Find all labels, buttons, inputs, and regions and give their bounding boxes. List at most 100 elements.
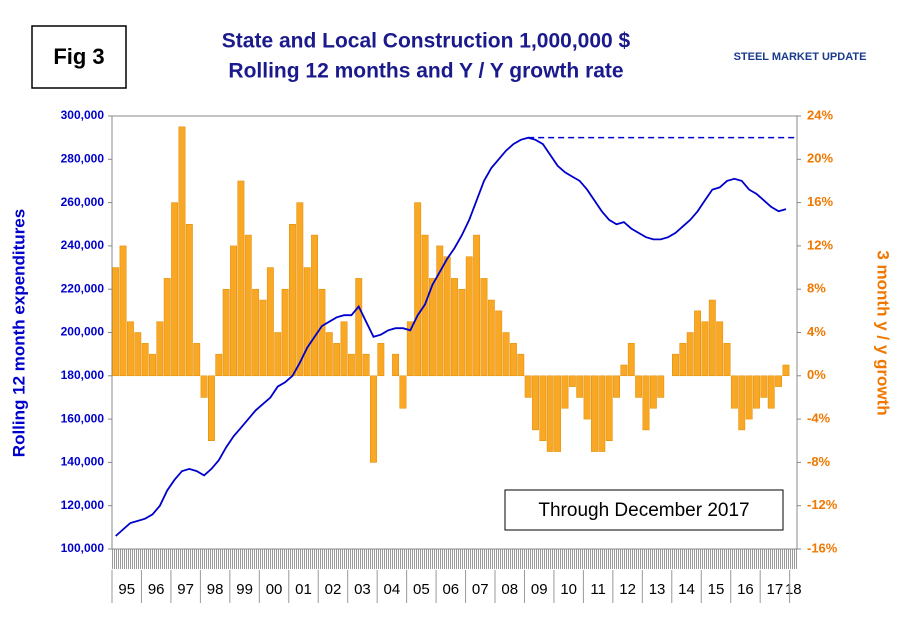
x-tick-label: 05: [413, 581, 430, 598]
bar: [539, 375, 547, 441]
bar: [657, 375, 665, 398]
x-tick-label: 09: [531, 581, 548, 598]
bar: [185, 224, 193, 377]
bar: [134, 332, 142, 377]
y2-tick-label: -16%: [807, 540, 838, 555]
chart-title: State and Local Construction 1,000,000 $: [222, 30, 631, 53]
bar: [156, 321, 164, 377]
x-tick-label: 00: [266, 581, 283, 598]
bar: [208, 375, 215, 441]
bar: [738, 375, 746, 431]
bar: [458, 288, 466, 377]
x-tick-label: 10: [560, 581, 577, 598]
bar: [296, 202, 304, 377]
y2-tick-label: 20%: [807, 151, 833, 166]
bar: [576, 375, 584, 398]
y2-tick-label: -8%: [807, 454, 831, 469]
x-tick-label: 04: [384, 581, 401, 598]
bar: [767, 375, 775, 409]
y-tick-label: 280,000: [61, 151, 105, 165]
bar: [200, 375, 208, 398]
x-tick-label: 95: [118, 581, 135, 598]
bar: [583, 375, 591, 420]
y-tick-label: 160,000: [61, 411, 105, 425]
bar: [465, 256, 473, 377]
bar: [672, 353, 679, 377]
x-tick-label: 97: [177, 581, 194, 598]
bar: [281, 288, 289, 377]
bar: [532, 375, 539, 431]
x-tick-label: 12: [619, 581, 636, 598]
bar: [119, 245, 127, 377]
bar: [591, 375, 598, 452]
bar: [222, 288, 230, 377]
bar: [473, 234, 481, 377]
bar: [509, 343, 517, 377]
bar: [414, 202, 422, 377]
bar: [760, 375, 768, 398]
bar: [561, 375, 569, 409]
bar: [362, 353, 370, 377]
bar: [406, 321, 414, 377]
y2-tick-label: 24%: [807, 107, 833, 122]
x-tick-label: 14: [678, 581, 695, 598]
bar: [377, 343, 385, 377]
bar: [723, 343, 731, 377]
bar: [517, 353, 525, 377]
x-tick-label: 17: [767, 581, 784, 598]
bar: [598, 375, 606, 452]
y-tick-label: 100,000: [61, 541, 105, 555]
bar: [642, 375, 650, 431]
x-tick-label: 11: [590, 581, 606, 598]
bar: [649, 375, 657, 409]
bar: [620, 364, 628, 377]
bar: [318, 288, 326, 377]
bar: [399, 375, 407, 409]
bar: [266, 267, 274, 377]
line: [115, 136, 787, 537]
y-tick-label: 140,000: [61, 455, 105, 469]
bar: [451, 278, 458, 377]
bar: [753, 375, 760, 409]
bar: [237, 180, 245, 377]
y-tick-label: 260,000: [61, 195, 105, 209]
bar: [355, 278, 363, 377]
bar: [436, 245, 444, 377]
bar: [635, 375, 643, 398]
y-tick-label: 300,000: [61, 108, 105, 122]
annotation: Through December 2017: [538, 500, 749, 521]
bar: [215, 353, 223, 377]
y-tick-label: 180,000: [61, 368, 105, 382]
bar: [126, 321, 134, 377]
x-tick-label: 01: [295, 581, 312, 598]
x-tick-label: 13: [649, 581, 666, 598]
figure-label: Fig 3: [53, 44, 104, 69]
bar: [502, 332, 510, 377]
bar: [370, 375, 377, 463]
bar: [289, 224, 296, 377]
y2-tick-label: 8%: [807, 281, 826, 296]
bar: [627, 343, 635, 377]
y2-tick-label: -4%: [807, 411, 831, 426]
annotation-box: [504, 489, 784, 531]
x-tick-label: 16: [737, 581, 754, 598]
category-tick-band: [112, 549, 797, 569]
bar: [686, 332, 694, 377]
x-tick-label: 07: [472, 581, 489, 598]
bar: [193, 343, 201, 377]
figure-box: [31, 25, 127, 89]
bar: [149, 353, 156, 377]
bar: [730, 375, 738, 409]
y2-tick-label: 4%: [807, 324, 826, 339]
bar: [259, 299, 267, 377]
y2-tick-label: -12%: [807, 497, 838, 512]
bar: [701, 321, 709, 377]
bar: [178, 126, 186, 377]
x-tick-label: 98: [207, 581, 224, 598]
bar: [163, 278, 171, 377]
x-tick-label: 03: [354, 581, 371, 598]
bar: [782, 364, 790, 377]
bar: [613, 375, 620, 398]
bar: [112, 267, 120, 377]
bar: [141, 343, 149, 377]
